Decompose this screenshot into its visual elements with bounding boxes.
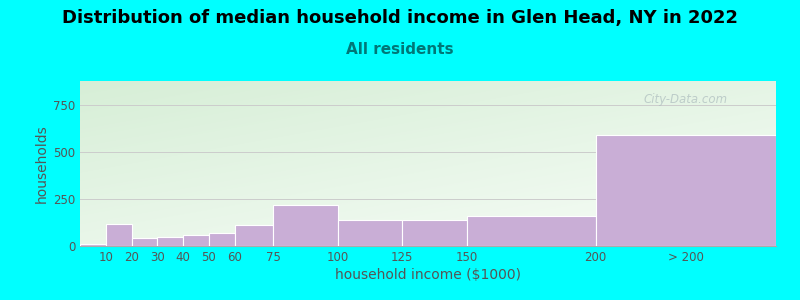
Bar [338, 220, 402, 246]
Bar [234, 225, 274, 246]
Bar [209, 233, 234, 246]
Bar [80, 244, 106, 246]
X-axis label: household income ($1000): household income ($1000) [335, 268, 521, 282]
Bar [183, 235, 209, 246]
Bar [131, 238, 158, 246]
Text: Distribution of median household income in Glen Head, NY in 2022: Distribution of median household income … [62, 9, 738, 27]
Bar [466, 216, 595, 246]
Bar [402, 220, 466, 246]
Y-axis label: households: households [34, 124, 49, 203]
Bar [106, 224, 131, 246]
Text: All residents: All residents [346, 42, 454, 57]
Text: City-Data.com: City-Data.com [643, 92, 727, 106]
Bar [595, 135, 776, 246]
Bar [274, 206, 338, 246]
Bar [158, 237, 183, 246]
